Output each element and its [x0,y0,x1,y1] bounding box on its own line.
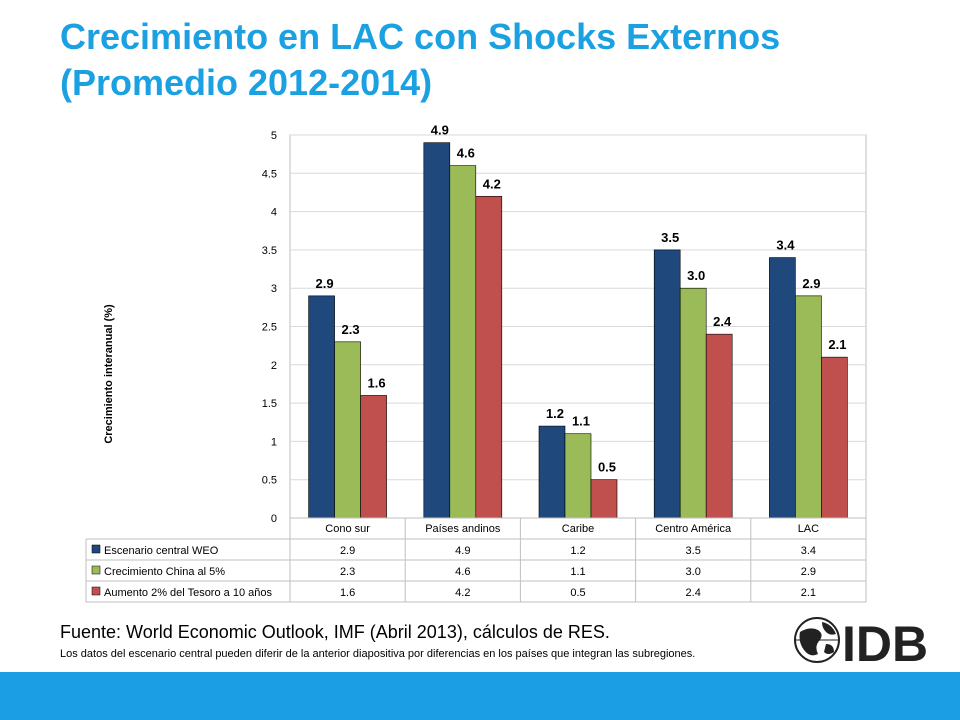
logo-text: IDB [842,616,928,668]
bar [423,142,451,519]
bar [679,287,707,519]
y-tick-label: 0 [271,513,277,525]
table-cell: 2.4 [686,587,701,599]
data-label: 2.9 [316,276,334,291]
data-label: 3.5 [661,230,679,245]
bar [590,479,618,519]
y-tick-label: 1.5 [262,398,277,410]
bar [769,257,796,519]
data-label: 0.5 [598,460,616,475]
table-cell: 4.2 [455,587,470,599]
bar [360,395,387,519]
data-label: 1.6 [368,375,386,390]
bar [538,425,566,519]
data-label: 3.0 [687,268,705,283]
globe-icon [794,617,840,663]
category-label: LAC [798,523,819,535]
category-label: Cono sur [325,523,370,535]
table-cell: 4.6 [455,566,470,578]
legend-swatch [91,565,101,575]
bar [705,333,733,519]
data-label: 2.9 [802,276,820,291]
y-tick-label: 4.5 [262,168,277,180]
data-label: 2.4 [713,314,732,329]
data-label: 3.4 [776,238,795,253]
bar-chart: 0 0.5 1 1.5 2 2.5 3 3.5 4 4.5 5 Crecimiento interan… [85,123,867,603]
table-cell: 4.9 [455,545,470,557]
data-label: 1.2 [546,406,564,421]
table-cell: 2.9 [340,545,355,557]
y-tick-label: 3 [271,283,277,295]
bar [475,195,503,519]
title-line-2: (Promedio 2012-2014) [60,62,433,103]
y-tick-label: 4 [271,207,277,219]
bar [449,165,477,519]
data-label: 2.3 [342,322,360,337]
table-cell: 1.2 [570,545,585,557]
table-cell: 2.9 [801,566,816,578]
y-tick-label: 1 [271,436,277,448]
title-line-1: Crecimiento en LAC con Shocks Externos [60,16,781,57]
y-tick-label: 3.5 [262,245,277,257]
legend-label: Aumento 2% del Tesoro a 10 años [104,587,272,599]
source-text: Fuente: World Economic Outlook, IMF (Abr… [60,622,610,642]
table-cell: 3.5 [686,545,701,557]
table-cell: 3.0 [686,566,701,578]
data-label: 4.6 [457,146,475,161]
table-cell: 2.1 [801,587,816,599]
data-label: 4.9 [431,123,449,138]
bar [795,295,822,519]
slide-title: Crecimiento en LAC con Shocks Externos (… [60,14,920,106]
y-axis-label: Crecimiento interanual (%) [103,304,115,444]
legend-label: Crecimiento China al 5% [104,566,225,578]
legend-label: Escenario central WEO [104,545,219,557]
table-cell: 1.1 [570,566,585,578]
bar [821,356,848,519]
table-cell: 0.5 [570,587,585,599]
table-cell: 2.3 [340,566,355,578]
idb-logo: IDB [794,616,928,668]
legend-swatch [91,544,101,554]
bar [308,295,335,519]
y-tick-label: 0.5 [262,475,277,487]
table-cell: 3.4 [801,545,816,557]
category-label: Países andinos [425,523,501,535]
y-tick-label: 2.5 [262,322,277,334]
y-tick-label: 5 [271,130,277,142]
bar [653,249,681,519]
y-tick-label: 2 [271,360,277,372]
table-cell: 1.6 [340,587,355,599]
footer-bar [0,672,960,720]
bar [334,341,361,519]
data-label: 1.1 [572,414,590,429]
bar [564,433,592,519]
legend-swatch [91,586,101,596]
data-label: 2.1 [828,337,846,352]
category-label: Caribe [562,523,594,535]
footnote-text: Los datos del escenario central pueden d… [60,648,696,660]
category-label: Centro América [655,523,732,535]
data-label: 4.2 [483,176,501,191]
